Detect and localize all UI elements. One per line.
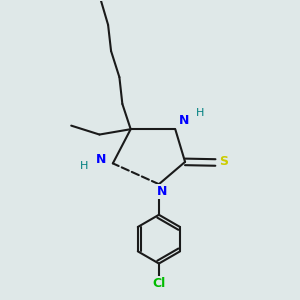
Text: H: H xyxy=(80,161,88,171)
Text: N: N xyxy=(96,153,107,166)
Text: S: S xyxy=(219,155,228,168)
Text: H: H xyxy=(195,108,204,118)
Text: N: N xyxy=(157,185,167,198)
Text: Cl: Cl xyxy=(152,277,166,290)
Text: N: N xyxy=(179,114,189,127)
